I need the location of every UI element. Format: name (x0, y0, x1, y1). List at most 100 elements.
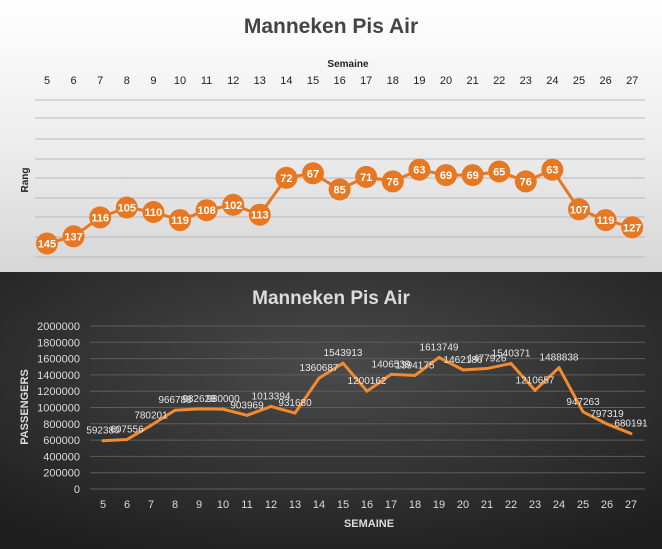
passengers-x-tick-label: 10 (217, 499, 229, 511)
passengers-point (317, 376, 321, 380)
passengers-y-tick-label: 1800000 (37, 337, 80, 349)
rank-data-label: 69 (440, 170, 452, 182)
rank-x-tick-label: 18 (387, 75, 399, 87)
rank-chart-background (0, 0, 662, 272)
rank-data-label: 137 (64, 231, 82, 243)
passengers-chart-title: Manneken Pis Air (252, 288, 410, 309)
rank-x-tick-label: 12 (227, 75, 239, 87)
rank-point (115, 196, 138, 219)
rank-data-label: 107 (570, 204, 588, 216)
passengers-point (221, 407, 225, 411)
rank-point (36, 232, 58, 255)
rank-data-label: 113 (251, 210, 269, 222)
rank-data-label: 76 (387, 176, 399, 188)
passengers-point (557, 366, 561, 370)
passengers-data-label: 931680 (278, 398, 312, 409)
rank-data-label: 72 (280, 173, 292, 185)
passengers-data-label: 680191 (614, 419, 648, 430)
passengers-data-label: 903969 (230, 400, 264, 411)
passengers-x-tick-label: 22 (505, 499, 517, 511)
passengers-x-tick-label: 5 (100, 499, 106, 511)
rank-x-tick-label: 19 (413, 75, 425, 87)
passengers-x-tick-label: 6 (124, 499, 130, 511)
passengers-chart-ylabel: PASSENGERS (19, 369, 31, 445)
passengers-point (269, 404, 273, 408)
rank-point (195, 199, 218, 222)
rank-data-label: 108 (197, 205, 215, 217)
passengers-chart-background (0, 272, 662, 549)
passengers-point (341, 361, 345, 365)
rank-data-label: 71 (360, 172, 372, 184)
rank-point (381, 170, 404, 193)
passengers-x-tick-label: 8 (172, 499, 178, 511)
passengers-point (485, 367, 489, 371)
passengers-point (413, 373, 417, 377)
rank-x-tick-label: 25 (573, 75, 585, 87)
rank-x-tick-label: 16 (333, 75, 345, 87)
rank-x-tick-label: 26 (599, 75, 611, 87)
rank-x-tick-label: 20 (440, 75, 452, 87)
passengers-y-tick-label: 1400000 (37, 370, 80, 382)
passengers-data-label: 1406539 (372, 359, 411, 370)
rank-data-label: 63 (546, 165, 558, 177)
passengers-x-tick-label: 13 (289, 499, 301, 511)
passengers-point (101, 439, 105, 443)
rank-point (328, 178, 351, 201)
passengers-data-label: 1540371 (492, 348, 531, 359)
passengers-point (533, 388, 537, 392)
passengers-y-tick-label: 600000 (43, 435, 80, 447)
rank-x-tick-label: 10 (174, 75, 186, 87)
rank-point (169, 209, 191, 232)
passengers-data-label: 980000 (206, 394, 240, 405)
passengers-x-tick-label: 12 (265, 499, 277, 511)
passengers-point (125, 437, 129, 441)
passengers-point (605, 422, 609, 426)
passengers-data-label: 1360687 (300, 363, 339, 374)
rank-point (142, 201, 165, 223)
rank-data-label: 119 (171, 215, 189, 227)
passengers-x-tick-label: 9 (196, 499, 202, 511)
rank-data-label: 145 (38, 239, 56, 251)
rank-x-tick-label: 24 (546, 75, 558, 87)
rank-x-tick-label: 22 (493, 75, 505, 87)
rank-chart-title: Manneken Pis Air (244, 15, 418, 38)
passengers-point (389, 372, 393, 376)
rank-x-tick-label: 14 (280, 75, 292, 87)
passengers-point (149, 423, 153, 427)
passengers-x-tick-label: 11 (241, 499, 252, 511)
passengers-point (245, 413, 249, 417)
passengers-point (293, 411, 297, 415)
rank-point (248, 203, 271, 226)
rank-data-label: 85 (333, 185, 345, 197)
rank-point (435, 164, 457, 187)
passengers-data-label: 1394175 (396, 360, 435, 371)
rank-point (594, 209, 617, 232)
passengers-data-label: 1013394 (252, 391, 291, 402)
passengers-x-tick-label: 27 (625, 499, 637, 511)
rank-chart-ylabel: Rang (20, 168, 31, 193)
rank-data-label: 76 (520, 176, 532, 188)
rank-data-label: 110 (145, 207, 163, 219)
passengers-x-tick-label: 26 (601, 499, 613, 511)
rank-point (621, 216, 644, 239)
passengers-y-tick-label: 0 (74, 484, 80, 496)
passengers-data-label: 1477926 (468, 354, 507, 365)
rank-data-label: 105 (118, 203, 136, 215)
passengers-x-tick-label: 17 (385, 499, 397, 511)
passengers-point (581, 410, 585, 414)
passengers-point (365, 389, 369, 393)
passengers-chart-xlabel: SEMAINE (344, 518, 394, 530)
rank-data-label: 67 (307, 168, 319, 180)
passengers-data-label: 797319 (590, 409, 624, 420)
passengers-y-tick-label: 800000 (43, 419, 80, 431)
passengers-data-label: 982628 (182, 394, 216, 405)
passengers-x-tick-label: 25 (577, 499, 589, 511)
passengers-data-label: 607556 (110, 424, 144, 435)
rank-point (541, 158, 564, 181)
rank-point (488, 160, 511, 183)
rank-x-tick-label: 6 (71, 75, 77, 87)
rank-x-tick-label: 13 (254, 75, 266, 87)
rank-point (514, 170, 537, 193)
rank-point (408, 158, 431, 181)
passengers-chart: Manneken Pis Air SEMAINE PASSENGERS 0 200… (0, 272, 662, 549)
